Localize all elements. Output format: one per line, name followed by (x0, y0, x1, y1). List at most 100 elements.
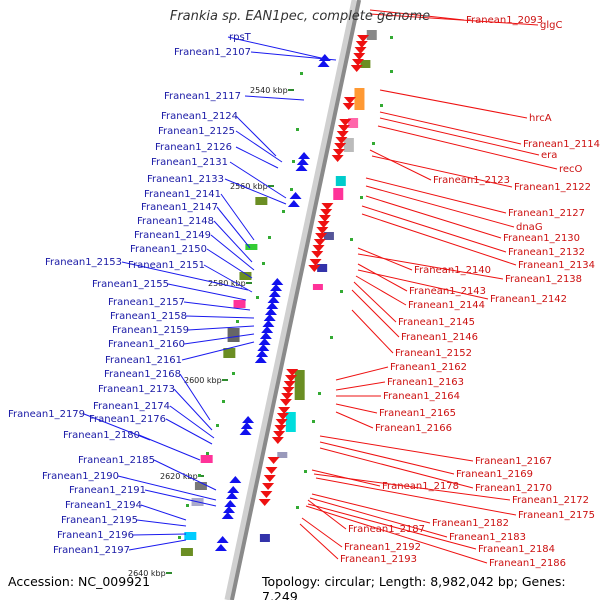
gene-dot (372, 142, 375, 145)
right-gene-label: Franean1_2127 (508, 208, 585, 219)
forward-gene-arrow (257, 344, 270, 351)
reverse-gene-arrow (332, 149, 345, 156)
accession-text: Accession: NC_009921 (8, 574, 151, 589)
reverse-gene-arrow (320, 209, 333, 216)
left-gene-label: Franean1_2185 (78, 455, 155, 466)
forward-gene-arrow (266, 302, 279, 309)
feature-block (227, 328, 240, 342)
reverse-gene-arrow (308, 265, 321, 272)
right-gene-label: Franean1_2123 (433, 175, 510, 186)
reverse-gene-arrow (321, 203, 334, 210)
gene-dot (292, 160, 295, 163)
right-connector (379, 117, 540, 156)
left-connector (140, 504, 187, 521)
right-connector (319, 441, 455, 475)
feature-block (245, 244, 258, 250)
left-gene-label: Franean1_2168 (104, 369, 181, 380)
left-connector (153, 459, 217, 491)
left-gene-label: Franean1_2153 (45, 257, 122, 268)
right-gene-label: Franean1_2144 (408, 300, 485, 311)
right-connector (319, 447, 474, 489)
right-gene-label: Franean1_2184 (478, 544, 555, 555)
right-gene-label: recO (559, 164, 583, 175)
gene-dot (300, 72, 303, 75)
reverse-gene-arrow (279, 399, 292, 406)
feature-block (354, 88, 365, 110)
reverse-gene-arrow (265, 467, 278, 474)
right-gene-label: Franean1_2145 (398, 317, 475, 328)
right-gene-label: Franean1_2114 (523, 139, 600, 150)
forward-gene-arrow (271, 278, 284, 285)
left-connector (220, 193, 255, 241)
feature-block (360, 60, 371, 68)
reverse-gene-arrow (276, 413, 289, 420)
genome-backbone (229, 0, 362, 600)
right-gene-label: Franean1_2187 (348, 524, 425, 535)
forward-gene-arrow (317, 60, 330, 67)
forward-gene-arrow (263, 314, 276, 321)
reverse-gene-arrow (275, 419, 288, 426)
right-connector (369, 9, 465, 21)
reverse-gene-arrow (260, 491, 273, 498)
right-connector (369, 149, 432, 181)
left-gene-label: Franean1_2155 (92, 279, 169, 290)
left-connector (167, 283, 247, 301)
feature-block (277, 452, 288, 458)
gene-dot (390, 36, 393, 39)
right-connector (313, 473, 511, 501)
reverse-gene-arrow (316, 227, 329, 234)
gene-dot (312, 420, 315, 423)
reverse-gene-arrow (278, 407, 291, 414)
reverse-gene-arrow (283, 381, 296, 388)
right-connector (379, 111, 522, 145)
left-gene-label: Franean1_2180 (63, 430, 140, 441)
left-connector (183, 301, 251, 311)
forward-gene-arrow (224, 500, 237, 507)
kbp-tick-label: 2540 kbp (250, 86, 288, 95)
reverse-gene-arrow (350, 65, 363, 72)
left-gene-label: Franean1_2117 (164, 91, 241, 102)
right-gene-label: Franean1_2132 (508, 247, 585, 258)
right-connector (335, 403, 378, 414)
feature-block (335, 176, 346, 186)
right-gene-label: Franean1_2192 (344, 542, 421, 553)
forward-gene-arrow (261, 326, 274, 333)
left-connector (244, 95, 305, 101)
reverse-gene-arrow (339, 119, 352, 126)
right-gene-label: era (541, 150, 557, 161)
right-gene-label: Franean1_2142 (490, 294, 567, 305)
right-gene-label: Franean1_2138 (505, 274, 582, 285)
forward-gene-arrow (227, 486, 240, 493)
forward-gene-arrow (242, 416, 255, 423)
feature-block (285, 412, 296, 432)
left-gene-label: Franean1_2157 (108, 297, 185, 308)
right-connector (379, 89, 528, 119)
right-gene-label: Franean1_2183 (449, 532, 526, 543)
left-connector (203, 264, 253, 293)
gene-dot (282, 210, 285, 213)
right-connector (315, 477, 517, 516)
left-connector (216, 206, 251, 249)
left-gene-label: Franean1_2125 (158, 126, 235, 137)
forward-gene-arrow (223, 506, 235, 513)
left-connector (181, 341, 255, 361)
feature-block (317, 264, 328, 272)
reverse-gene-arrow (312, 245, 325, 252)
forward-gene-arrow (270, 284, 283, 291)
reverse-gene-arrow (286, 369, 299, 376)
left-connector (132, 533, 187, 536)
gene-dot (256, 296, 259, 299)
kbp-tick-label: 2580 kbp (208, 279, 246, 288)
left-connector (179, 373, 211, 421)
kbp-tick-label: 2620 kbp (160, 472, 198, 481)
gene-dot (360, 196, 363, 199)
right-gene-label: Franean1_2163 (387, 377, 464, 388)
left-connector (128, 539, 187, 551)
forward-gene-arrow (267, 296, 280, 303)
right-gene-label: Franean1_2164 (383, 391, 460, 402)
left-gene-label: Franean1_2160 (108, 339, 185, 350)
map-title: Frankia sp. EAN1pec, complete genome (169, 9, 431, 24)
left-connector (185, 315, 255, 319)
gene-dot (304, 470, 307, 473)
right-gene-label: Franean1_2170 (475, 483, 552, 494)
